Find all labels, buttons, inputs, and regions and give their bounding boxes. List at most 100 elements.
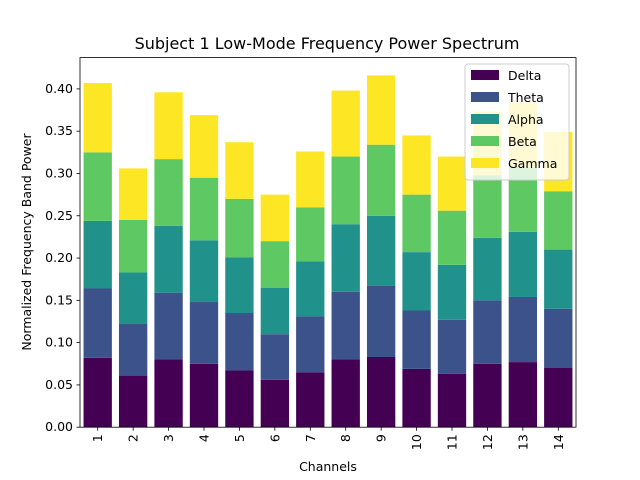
bar-theta-ch13: [508, 296, 538, 363]
bar-alpha-ch4: [189, 240, 219, 303]
bar-beta-ch2: [118, 219, 148, 273]
x-tick-label: 8: [338, 434, 353, 442]
bar-alpha-ch8: [331, 224, 360, 292]
x-tick-label: 10: [409, 434, 424, 450]
bar-alpha-ch9: [366, 215, 396, 286]
bar-beta-ch10: [402, 194, 431, 253]
bar-gamma-ch6: [260, 194, 290, 242]
bar-theta-ch6: [260, 334, 290, 380]
bar-delta-ch1: [83, 357, 112, 428]
legend-swatch-gamma: [471, 158, 499, 168]
chart-title: Subject 1 Low-Mode Frequency Power Spect…: [135, 34, 520, 53]
bar-theta-ch7: [296, 316, 325, 373]
x-tick-label: 14: [551, 434, 566, 450]
bar-alpha-ch2: [118, 272, 148, 325]
bar-gamma-ch11: [437, 156, 467, 211]
y-tick-label: 0.05: [45, 377, 73, 392]
bar-theta-ch9: [366, 285, 396, 357]
bar-delta-ch10: [402, 368, 431, 428]
bar-delta-ch13: [508, 362, 538, 428]
bar-delta-ch11: [437, 373, 467, 428]
bar-alpha-ch10: [402, 252, 431, 311]
bar-gamma-ch7: [296, 151, 325, 208]
bar-delta-ch9: [366, 357, 396, 428]
x-tick-label: 3: [161, 434, 176, 442]
y-tick-label: 0.00: [45, 419, 73, 434]
bar-beta-ch6: [260, 241, 290, 288]
bar-beta-ch4: [189, 177, 219, 241]
bar-theta-ch8: [331, 291, 360, 360]
bar-delta-ch4: [189, 363, 219, 428]
x-tick-label: 2: [126, 434, 141, 442]
bar-gamma-ch9: [366, 75, 396, 145]
x-axis-label: Channels: [299, 459, 357, 474]
bar-beta-ch8: [331, 156, 360, 225]
y-tick-label: 0.20: [45, 250, 73, 265]
bar-gamma-ch4: [189, 115, 219, 178]
bar-beta-ch3: [154, 159, 183, 226]
bar-theta-ch14: [544, 308, 573, 368]
bar-theta-ch1: [83, 288, 112, 358]
y-axis-label: Normalized Frequency Band Power: [19, 133, 34, 351]
bar-delta-ch5: [225, 370, 254, 428]
bar-beta-ch9: [366, 144, 396, 216]
x-tick-label: 12: [480, 434, 495, 450]
bar-beta-ch5: [225, 198, 254, 258]
bar-theta-ch10: [402, 310, 431, 369]
legend-label-alpha: Alpha: [508, 112, 544, 127]
bar-delta-ch8: [331, 359, 360, 428]
x-tick-label: 4: [197, 434, 212, 442]
legend-swatch-alpha: [471, 114, 499, 124]
bar-beta-ch7: [296, 207, 325, 262]
x-tick-label: 11: [445, 434, 460, 450]
x-tick-label: 13: [515, 434, 530, 450]
y-tick-label: 0.40: [45, 81, 73, 96]
x-tick-label: 1: [90, 434, 105, 442]
x-tick-label: 5: [232, 434, 247, 442]
y-tick-label: 0.35: [45, 123, 73, 138]
bar-beta-ch1: [83, 152, 112, 221]
y-axis: 0.00 0.05 0.10 0.15 0.20 0.25 0.30 0.35 0.40: [45, 81, 80, 434]
legend-label-gamma: Gamma: [508, 156, 557, 171]
legend-label-theta: Theta: [507, 90, 544, 105]
legend: Delta Theta Alpha Beta Gamma: [464, 63, 570, 181]
bar-delta-ch12: [473, 363, 502, 428]
bar-beta-ch14: [544, 191, 573, 250]
y-tick-label: 0.25: [45, 208, 73, 223]
bar-theta-ch2: [118, 324, 148, 376]
bar-delta-ch6: [260, 379, 290, 428]
x-tick-label: 6: [267, 434, 282, 442]
bar-gamma-ch5: [225, 142, 254, 199]
bar-alpha-ch6: [260, 287, 290, 335]
bar-delta-ch2: [118, 375, 148, 428]
bar-alpha-ch13: [508, 231, 538, 297]
legend-swatch-delta: [471, 70, 499, 80]
bar-alpha-ch14: [544, 249, 573, 309]
bar-alpha-ch5: [225, 257, 254, 314]
legend-swatch-beta: [471, 136, 499, 146]
bar-gamma-ch8: [331, 90, 360, 157]
bar-beta-ch11: [437, 210, 467, 265]
legend-label-delta: Delta: [508, 68, 541, 83]
x-axis: 1 2 3 4 5 6 7 8 9 10 11 12 13 14: [90, 427, 566, 450]
bar-delta-ch3: [154, 359, 183, 428]
bar-theta-ch11: [437, 319, 467, 374]
bar-gamma-ch10: [402, 135, 431, 195]
bar-theta-ch3: [154, 292, 183, 360]
legend-label-beta: Beta: [508, 134, 537, 149]
y-tick-label: 0.30: [45, 165, 73, 180]
x-tick-label: 7: [303, 434, 318, 442]
bar-gamma-ch1: [83, 82, 112, 153]
bar-alpha-ch3: [154, 225, 183, 293]
bar-alpha-ch11: [437, 264, 467, 320]
legend-swatch-theta: [471, 92, 499, 102]
bar-alpha-ch7: [296, 261, 325, 317]
bar-theta-ch12: [473, 300, 502, 364]
bar-delta-ch14: [544, 368, 573, 428]
y-tick-label: 0.15: [45, 292, 73, 307]
bar-theta-ch4: [189, 302, 219, 364]
y-tick-label: 0.10: [45, 335, 73, 350]
bar-gamma-ch2: [118, 168, 148, 220]
bar-delta-ch7: [296, 372, 325, 428]
